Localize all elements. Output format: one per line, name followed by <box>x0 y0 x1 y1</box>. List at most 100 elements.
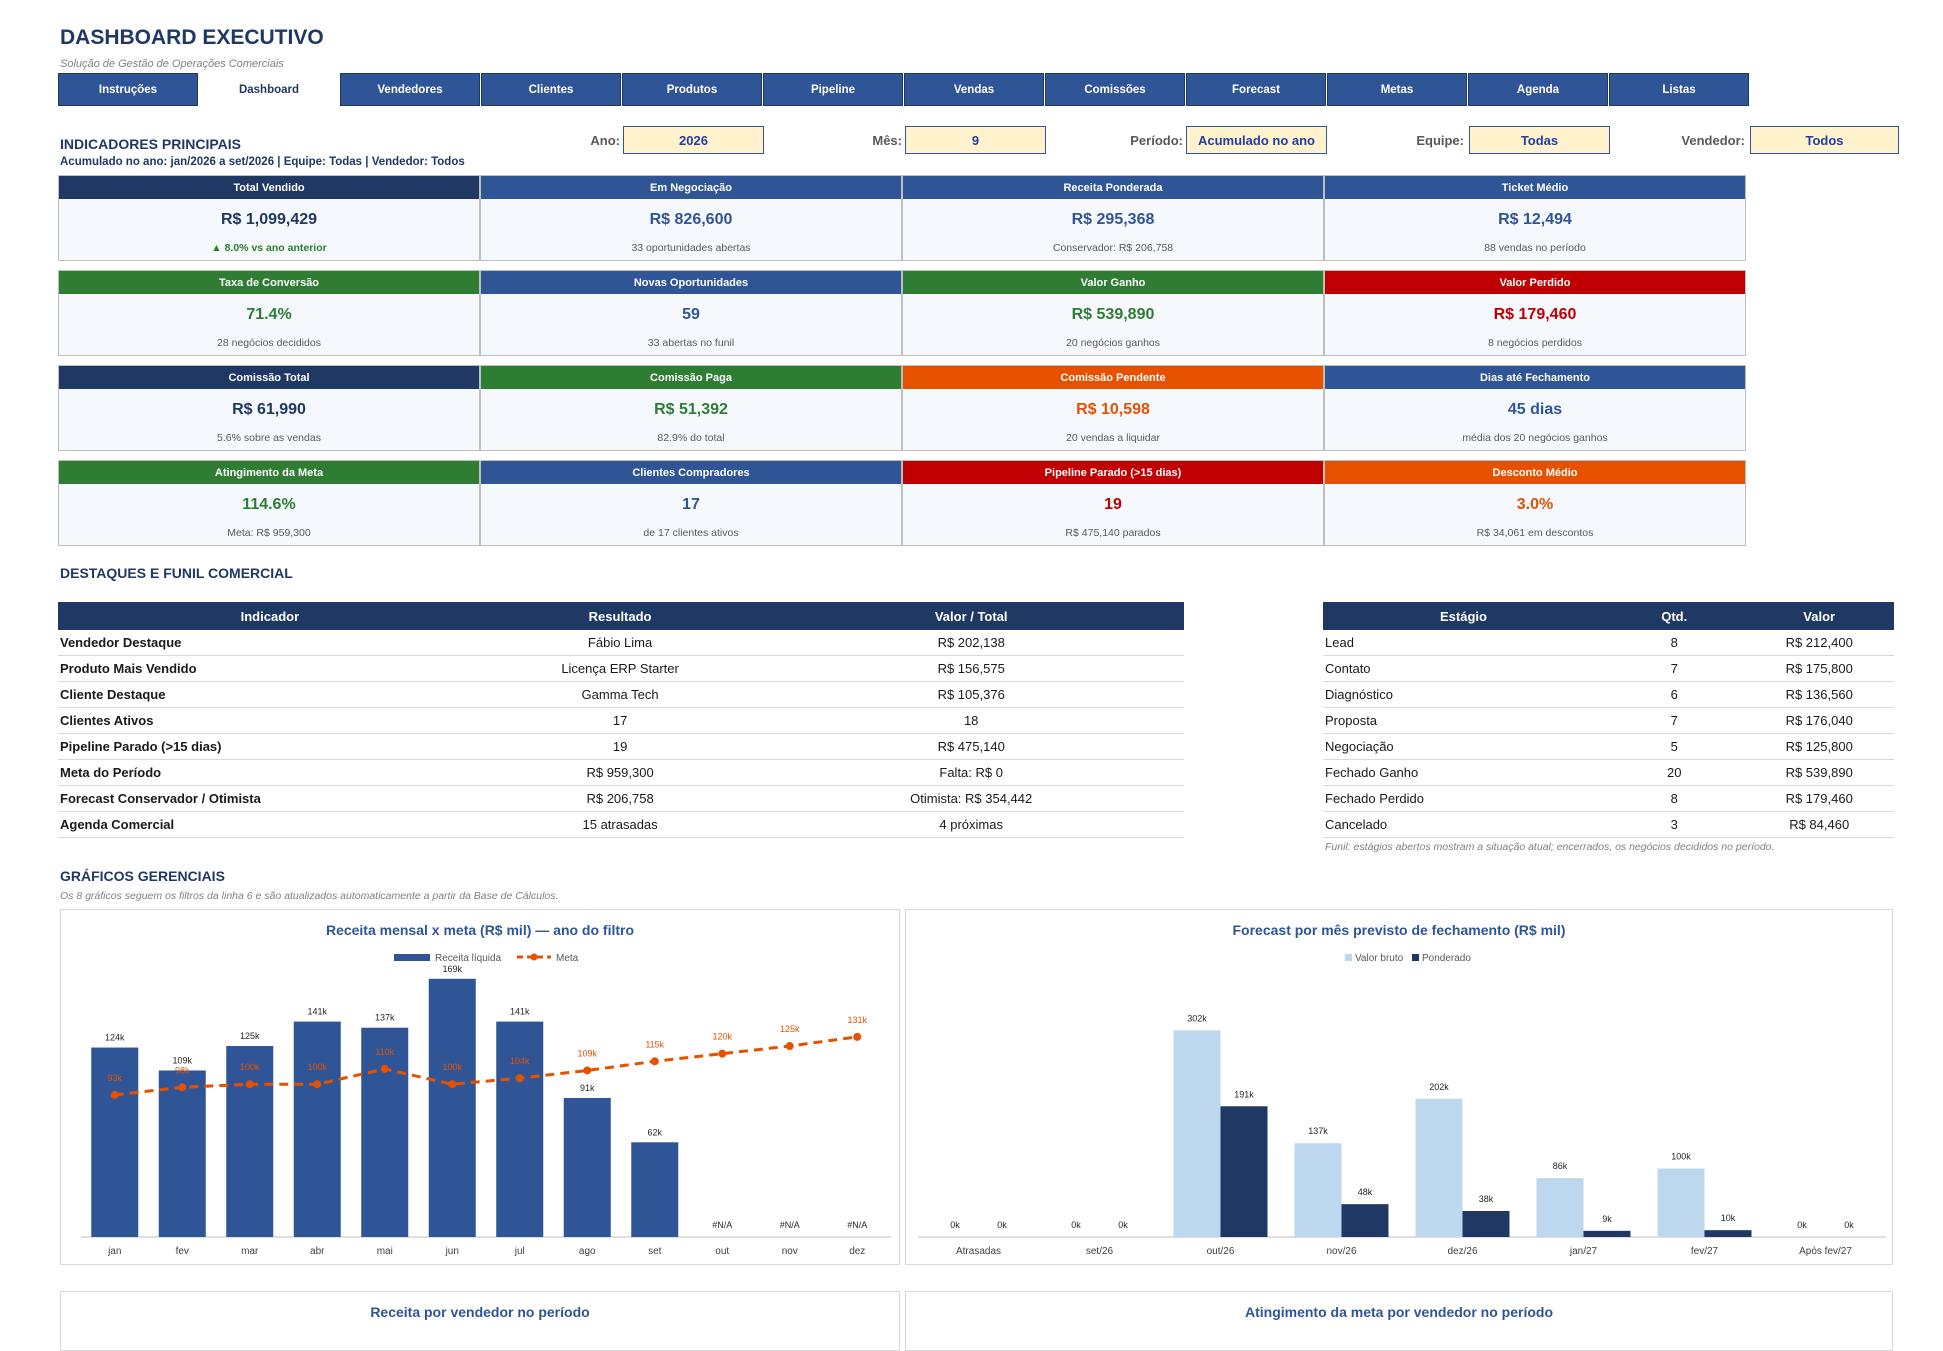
kpi-value: 59 <box>682 306 700 323</box>
x-tick-label: jun <box>445 1246 459 1257</box>
kpi-subtext: ▲ 8.0% vs ano anterior <box>211 242 327 254</box>
tab-metas[interactable]: Metas <box>1327 73 1467 106</box>
bar-data-label: #N/A <box>780 1220 800 1230</box>
meta-data-label: 100k <box>240 1062 260 1072</box>
kpi-label: Total Vendido <box>59 176 479 199</box>
bar-bruto <box>1173 1030 1221 1237</box>
kpi-subtext: R$ 34,061 em descontos <box>1476 527 1594 539</box>
kpi-value: R$ 51,392 <box>654 401 728 418</box>
tab-forecast[interactable]: Forecast <box>1186 73 1326 106</box>
bar-data-label: #N/A <box>712 1220 732 1230</box>
bar-data-label: 0k <box>997 1220 1007 1230</box>
bar-ponderado <box>1341 1204 1389 1237</box>
tab-pipeline[interactable]: Pipeline <box>763 73 903 106</box>
legend-swatch-receita <box>394 954 430 961</box>
bar-data-label: 62k <box>647 1127 662 1137</box>
bar-ponderado <box>1220 1106 1268 1237</box>
kpi-value: 114.6% <box>242 496 296 513</box>
kpi-value: R$ 12,494 <box>1498 211 1572 228</box>
table-row: Diagnóstico 6 R$ 136,560 <box>1323 681 1894 708</box>
bar-receita <box>361 1027 409 1237</box>
col-valor-total: Valor / Total <box>758 602 1184 630</box>
seller-select[interactable]: Todos <box>1750 126 1899 154</box>
table-row: Lead 8 R$ 212,400 <box>1323 630 1894 656</box>
revenue-chart-svg: Receita líquida Meta jan 124k fev 109k mar 125k… <box>81 953 891 1257</box>
col-qtd: Qtd. <box>1604 602 1745 630</box>
bar-data-label: 86k <box>1553 1161 1568 1171</box>
kpi-label: Dias até Fechamento <box>1325 366 1745 389</box>
tab-vendas[interactable]: Vendas <box>904 73 1044 106</box>
legend-label-ponderado: Ponderado <box>1422 953 1471 964</box>
funnel-stage: Contato <box>1323 655 1605 682</box>
kpi-label: Comissão Pendente <box>903 366 1323 389</box>
kpi-label: Novas Oportunidades <box>481 271 901 294</box>
filter-summary: Acumulado no ano: jan/2026 a set/2026 | … <box>60 156 465 168</box>
tab-clientes[interactable]: Clientes <box>481 73 621 106</box>
bar-data-label: 109k <box>172 1055 192 1065</box>
bar-data-label: 91k <box>580 1083 595 1093</box>
dashboard-subtitle: Solução de Gestão de Operações Comerciai… <box>60 58 284 70</box>
kpi-label: Clientes Compradores <box>481 461 901 484</box>
funnel-note: Funil: estágios abertos mostram a situaç… <box>1325 841 1775 853</box>
kpi-subtext: média dos 20 negócios ganhos <box>1462 432 1608 444</box>
meta-point <box>380 1064 389 1073</box>
tab-listas[interactable]: Listas <box>1609 73 1749 106</box>
x-tick-label: fev <box>176 1246 189 1257</box>
meta-point <box>785 1042 794 1051</box>
tab-comissoes[interactable]: Comissões <box>1045 73 1185 106</box>
funnel-stage: Fechado Perdido <box>1323 785 1605 812</box>
tab-dashboard[interactable]: Dashboard <box>199 73 339 106</box>
charts-title: GRÁFICOS GERENCIAIS <box>60 868 225 884</box>
charts-note: Os 8 gráficos seguem os filtros da linha… <box>60 890 559 902</box>
kpi-value: 3.0% <box>1516 496 1554 513</box>
period-select[interactable]: Acumulado no ano <box>1186 126 1327 154</box>
table-row: Vendedor Destaque Fábio Lima R$ 202,138 <box>58 630 1184 656</box>
highlight-indicator: Pipeline Parado (>15 dias) <box>58 733 482 760</box>
tab-vendedores[interactable]: Vendedores <box>340 73 480 106</box>
bar-bruto <box>1536 1178 1584 1237</box>
highlight-result: Licença ERP Starter <box>481 655 759 682</box>
bar-ponderado <box>1462 1210 1510 1237</box>
table-row: Meta do Período R$ 959,300 Falta: R$ 0 <box>58 759 1184 786</box>
highlight-value: R$ 475,140 <box>758 733 1184 760</box>
tab-produtos[interactable]: Produtos <box>622 73 762 106</box>
tab-instrucoes[interactable]: Instruções <box>58 73 198 106</box>
funnel-value: R$ 179,460 <box>1744 785 1894 812</box>
year-select[interactable]: 2026 <box>623 126 764 154</box>
kpi-label: Em Negociação <box>481 176 901 199</box>
funnel-value: R$ 125,800 <box>1744 733 1894 760</box>
col-estagio: Estágio <box>1323 602 1605 630</box>
team-select[interactable]: Todas <box>1469 126 1610 154</box>
kpi-card: Pipeline Parado (>15 dias) 19 R$ 475,140 p… <box>902 460 1324 546</box>
seller-goal-chart: Atingimento da meta por vendedor no perí… <box>905 1291 1893 1351</box>
kpi-value: R$ 295,368 <box>1071 211 1155 228</box>
bar-data-label: 302k <box>1187 1013 1207 1023</box>
meta-point <box>245 1080 254 1089</box>
bar-receita <box>496 1021 544 1237</box>
meta-data-label: 120k <box>712 1032 732 1042</box>
col-resultado: Resultado <box>481 602 759 630</box>
kpi-value: R$ 10,598 <box>1076 401 1150 418</box>
bar-receita <box>91 1047 139 1237</box>
funnel-value: R$ 176,040 <box>1744 707 1894 734</box>
col-indicador: Indicador <box>58 602 482 630</box>
kpi-label: Receita Ponderada <box>903 176 1323 199</box>
highlight-result: 17 <box>481 707 759 734</box>
meta-data-label: 98k <box>175 1065 190 1075</box>
funnel-value: R$ 212,400 <box>1744 630 1894 656</box>
kpi-label: Taxa de Conversão <box>59 271 479 294</box>
kpi-subtext: 82.9% do total <box>657 432 725 444</box>
seller-revenue-chart: Receita por vendedor no período <box>60 1291 900 1351</box>
funnel-stage: Diagnóstico <box>1323 681 1605 708</box>
funnel-stage: Lead <box>1323 630 1605 656</box>
highlight-value: 18 <box>758 707 1184 734</box>
dashboard-title: DASHBOARD EXECUTIVO <box>60 26 324 49</box>
bar-bruto <box>1415 1098 1463 1237</box>
month-select[interactable]: 9 <box>905 126 1046 154</box>
kpi-label: Valor Ganho <box>903 271 1323 294</box>
bar-bruto <box>1657 1168 1705 1237</box>
kpi-subtext: 20 negócios ganhos <box>1066 337 1160 349</box>
x-tick-label: set <box>648 1246 662 1257</box>
highlights-table: Indicador Resultado Valor / Total Vended… <box>58 602 1184 838</box>
tab-agenda[interactable]: Agenda <box>1468 73 1608 106</box>
